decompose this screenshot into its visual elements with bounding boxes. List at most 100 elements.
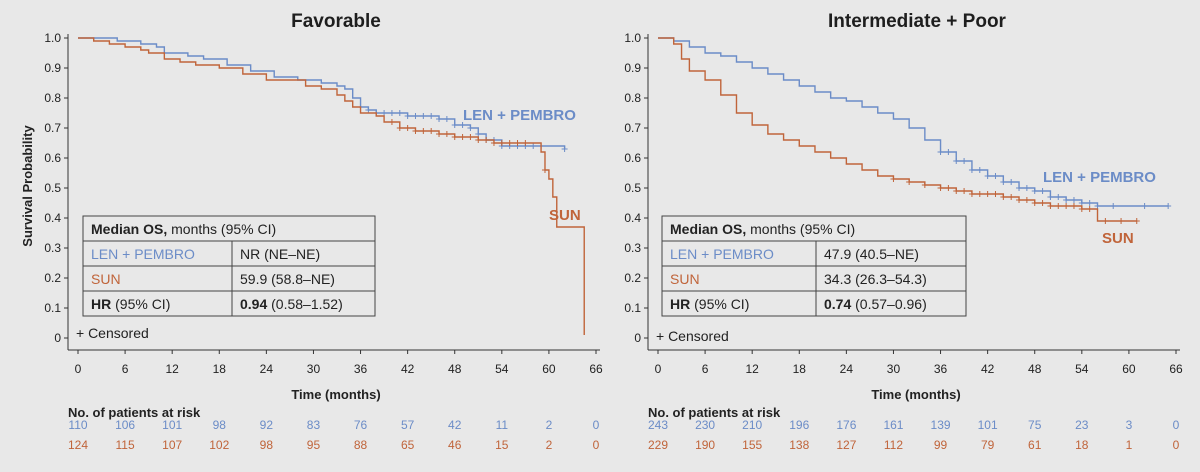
censor-mark: [443, 131, 450, 137]
censor-mark: [1047, 194, 1054, 200]
censor-mark: [365, 107, 372, 113]
censor-mark: [992, 173, 999, 179]
censor-mark: [937, 185, 944, 191]
risk-value-len-pembro: 11: [496, 418, 509, 432]
axes: [64, 34, 600, 354]
risk-value-len-pembro: 106: [115, 418, 135, 432]
table-row-len-pembro-label: LEN + PEMBRO: [670, 246, 774, 262]
censor-mark: [961, 188, 968, 194]
censor-mark: [945, 185, 952, 191]
censor-mark: [396, 125, 403, 131]
censor-mark: [1063, 197, 1070, 203]
censor-mark: [1070, 203, 1077, 209]
censor-mark: [1094, 203, 1101, 209]
censor-mark: [514, 140, 521, 146]
risk-value-len-pembro: 161: [883, 418, 903, 432]
censor-mark: [490, 140, 497, 146]
censor-mark: [436, 131, 443, 137]
y-tick-label: 0.2: [44, 271, 61, 285]
len-pembro-curve-label: LEN + PEMBRO: [463, 107, 576, 124]
table-hr-label: HR (95% CI): [91, 296, 170, 312]
censor-mark: [1023, 197, 1030, 203]
axes: [644, 34, 1180, 354]
censor-mark: [984, 191, 991, 197]
risk-value-sun: 46: [448, 438, 462, 452]
sun-curve-label: SUN: [549, 207, 581, 224]
x-tick-label: 48: [1028, 362, 1042, 376]
censor-mark: [1165, 203, 1172, 209]
y-tick-label: 0.6: [44, 151, 61, 165]
y-tick-label: 1.0: [44, 31, 61, 45]
x-tick-labels: 0 6 12 18 24 30 36 42 48 54 60 66: [655, 362, 1183, 376]
censor-mark: [530, 143, 537, 149]
risk-value-len-pembro: 101: [978, 418, 998, 432]
censor-mark: [475, 131, 482, 137]
x-tick-label: 42: [401, 362, 415, 376]
x-tick-label: 42: [981, 362, 995, 376]
y-tick-label: 0.2: [624, 271, 641, 285]
x-tick-label: 24: [260, 362, 274, 376]
censor-mark: [396, 110, 403, 116]
risk-value-sun: 124: [68, 438, 88, 452]
censor-mark: [1016, 197, 1023, 203]
y-tick-label: 0.4: [44, 211, 61, 225]
risk-value-len-pembro: 92: [260, 418, 274, 432]
censor-mark: [404, 125, 411, 131]
risk-value-len-pembro: 0: [593, 418, 600, 432]
risk-value-sun: 99: [934, 438, 948, 452]
series-line-sun: [658, 37, 1137, 222]
x-tick-label: 30: [887, 362, 901, 376]
censor-mark: [976, 167, 983, 173]
risk-value-sun: 1: [1126, 438, 1133, 452]
censor-mark: [404, 113, 411, 119]
x-tick-label: 24: [840, 362, 854, 376]
x-tick-label: 60: [542, 362, 556, 376]
median-os-table: Median OS, months (95% CI) LEN + PEMBRO …: [82, 215, 376, 317]
risk-row-len-pembro: 243 230 210 196 176 161 139 101 75 23 3 0: [648, 418, 1180, 432]
censor-mark: [1141, 203, 1148, 209]
censor-mark: [1102, 218, 1109, 224]
risk-value-len-pembro: 83: [307, 418, 321, 432]
risk-value-len-pembro: 42: [448, 418, 462, 432]
len-pembro-curve-label: LEN + PEMBRO: [1043, 169, 1156, 186]
y-tick-label: 0.4: [624, 211, 641, 225]
risk-value-sun: 79: [981, 438, 995, 452]
risk-value-len-pembro: 176: [836, 418, 856, 432]
x-tick-label: 18: [793, 362, 807, 376]
table-row-len-pembro-value: 47.9 (40.5–NE): [824, 246, 919, 262]
y-tick-labels: 0 0.1 0.2 0.3 0.4 0.5 0.6 0.7 0.8 0.9 1.0: [44, 31, 61, 345]
risk-value-len-pembro: 98: [213, 418, 227, 432]
censor-mark: [945, 149, 952, 155]
censor-mark: [953, 188, 960, 194]
risk-value-sun: 112: [884, 438, 903, 452]
x-tick-label: 66: [589, 362, 603, 376]
chart-title: Intermediate + Poor: [828, 11, 1007, 32]
x-tick-label: 36: [354, 362, 368, 376]
censor-mark: [428, 128, 435, 134]
x-axis-label: Time (months): [291, 387, 380, 402]
censor-mark: [921, 182, 928, 188]
risk-value-len-pembro: 139: [931, 418, 951, 432]
censor-mark: [1078, 200, 1085, 206]
x-axis-label: Time (months): [871, 387, 960, 402]
censor-mark: [1000, 194, 1007, 200]
risk-value-sun: 88: [354, 438, 368, 452]
chart-title: Favorable: [291, 11, 381, 32]
censor-mark: [1000, 179, 1007, 185]
y-tick-label: 0.8: [624, 91, 641, 105]
censored-legend: + Censored: [656, 328, 729, 344]
risk-row-sun: 229 190 155 138 127 112 99 79 61 18 1 0: [648, 438, 1180, 452]
x-tick-label: 6: [122, 362, 129, 376]
censor-mark: [1039, 188, 1046, 194]
censor-mark: [420, 128, 427, 134]
y-tick-label: 0.3: [44, 241, 61, 255]
censor-mark: [451, 134, 458, 140]
censor-mark: [1133, 218, 1140, 224]
censor-mark: [459, 134, 466, 140]
censor-mark: [976, 191, 983, 197]
censor-mark: [1008, 194, 1015, 200]
censor-mark: [1086, 206, 1093, 212]
censor-mark: [992, 191, 999, 197]
y-tick-label: 0.6: [624, 151, 641, 165]
